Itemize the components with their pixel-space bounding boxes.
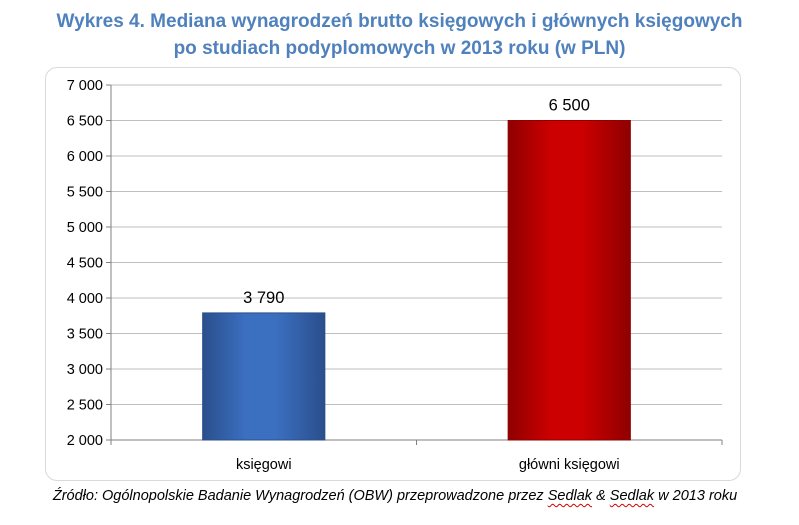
bar-2 — [507, 120, 631, 441]
category-label-2: główni księgowi — [519, 457, 620, 473]
source-note: Źródło: Ogólnopolskie Badanie Wynagrodze… — [0, 488, 790, 504]
source-ampersand: & — [592, 488, 610, 504]
category-label-1: księgowi — [236, 457, 292, 473]
y-tick-label: 2 000 — [67, 433, 103, 449]
y-tick-label: 4 500 — [67, 256, 103, 272]
source-suffix: w 2013 roku — [654, 488, 738, 504]
y-tick-label: 7 000 — [67, 78, 103, 94]
y-tick-label: 3 500 — [67, 327, 103, 343]
y-tick-label: 6 000 — [67, 149, 103, 165]
source-word-2: Sedlak — [609, 488, 655, 504]
y-tick-label: 2 500 — [67, 398, 103, 414]
chart-title: Wykres 4. Mediana wynagrodzeń brutto ksi… — [0, 8, 799, 62]
data-label-1: 3 790 — [243, 289, 284, 307]
y-tick-label: 6 500 — [67, 114, 103, 130]
bar-1 — [202, 312, 326, 441]
y-tick-label: 5 000 — [67, 220, 103, 236]
y-tick-label: 3 000 — [67, 362, 103, 378]
chart-title-line-1: Wykres 4. Mediana wynagrodzeń brutto ksi… — [56, 11, 743, 32]
source-word-1: Sedlak — [547, 488, 593, 504]
y-tick-label: 5 500 — [67, 185, 103, 201]
y-tick-label: 4 000 — [67, 291, 103, 307]
data-label-2: 6 500 — [549, 97, 590, 115]
chart-title-line-2: po studiach podyplomowych w 2013 roku (w… — [173, 38, 626, 59]
source-prefix: Źródło: Ogólnopolskie Badanie Wynagrodze… — [52, 488, 548, 504]
